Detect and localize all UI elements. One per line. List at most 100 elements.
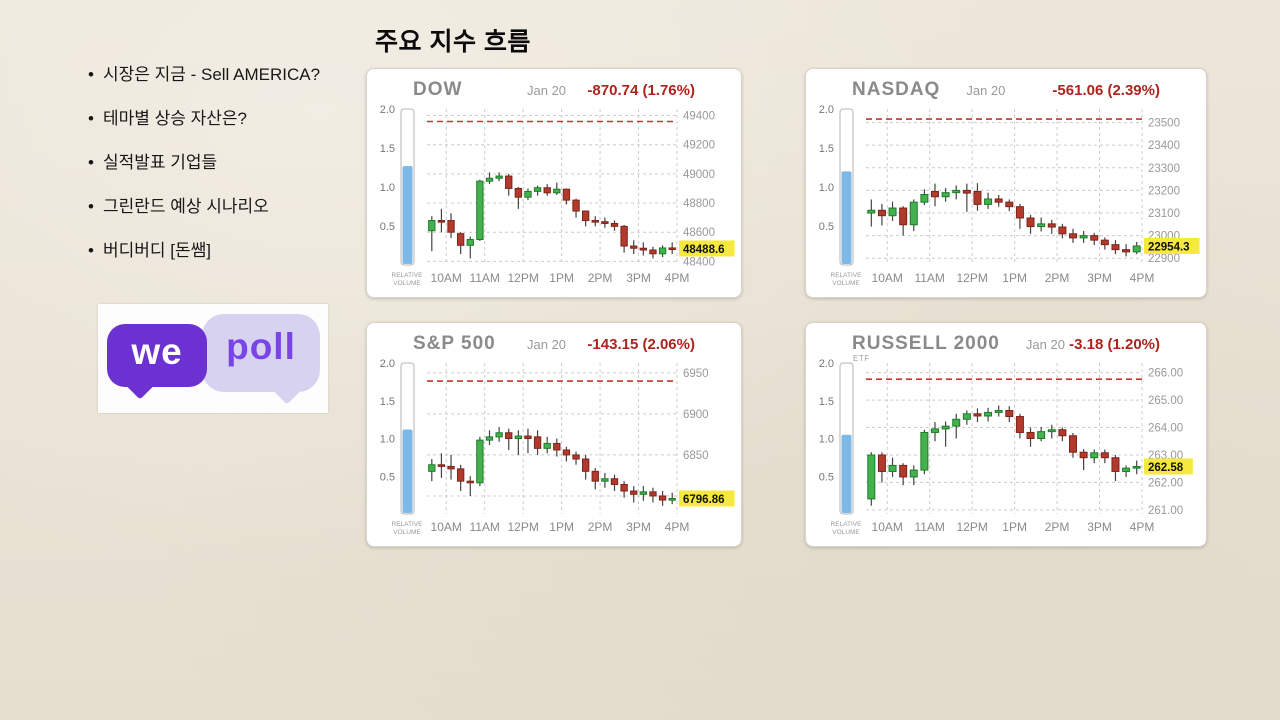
- svg-text:49400: 49400: [683, 111, 715, 123]
- svg-text:264.00: 264.00: [1148, 423, 1183, 435]
- svg-text:1PM: 1PM: [1002, 271, 1027, 285]
- svg-text:3PM: 3PM: [1087, 271, 1112, 285]
- svg-text:12PM: 12PM: [507, 520, 538, 534]
- svg-text:22954.3: 22954.3: [1148, 241, 1190, 253]
- index-title: S&P 500: [413, 333, 496, 354]
- svg-text:RELATIVE: RELATIVE: [392, 272, 424, 279]
- svg-text:1.0: 1.0: [380, 182, 395, 194]
- svg-text:RELATIVE: RELATIVE: [392, 521, 424, 528]
- chart-panel-russell2000: RUSSELL 2000 ETF Jan 20 -3.18 (1.20%) 26…: [805, 322, 1207, 547]
- speech-bubble-purple: we: [107, 324, 207, 400]
- svg-text:6950: 6950: [683, 368, 709, 380]
- change-value: -561.06 (2.39%): [1052, 82, 1160, 99]
- chart-panel-nasdaq: NASDAQ Jan 20 -561.06 (2.39%) 23500 23400…: [805, 68, 1207, 298]
- svg-text:11AM: 11AM: [469, 271, 499, 285]
- bullet-item: 시장은 지금 - Sell AMERICA?: [88, 60, 368, 84]
- logo-text-poll: poll: [226, 326, 296, 367]
- svg-text:48400: 48400: [683, 256, 715, 268]
- svg-text:1.5: 1.5: [819, 396, 834, 408]
- svg-text:262.00: 262.00: [1148, 477, 1183, 489]
- svg-text:11AM: 11AM: [914, 520, 944, 534]
- svg-text:0.5: 0.5: [380, 221, 395, 233]
- svg-text:3PM: 3PM: [626, 271, 651, 285]
- svg-text:49200: 49200: [683, 140, 715, 152]
- chart-date: Jan 20: [527, 337, 567, 352]
- svg-text:12PM: 12PM: [956, 520, 987, 534]
- svg-text:VOLUME: VOLUME: [832, 280, 860, 287]
- svg-text:12PM: 12PM: [956, 271, 987, 285]
- svg-text:11AM: 11AM: [914, 271, 944, 285]
- svg-text:VOLUME: VOLUME: [393, 529, 421, 536]
- change-value: -143.15 (2.06%): [587, 336, 695, 353]
- svg-text:6796.86: 6796.86: [683, 494, 725, 506]
- index-title: NASDAQ: [852, 79, 941, 100]
- candlestick-chart-russell2000: 266.00265.00264.00263.00262.00261.0010AM…: [819, 358, 1193, 536]
- svg-text:4PM: 4PM: [665, 520, 690, 534]
- svg-text:1.5: 1.5: [819, 143, 834, 155]
- svg-text:10AM: 10AM: [431, 520, 462, 534]
- svg-text:1.5: 1.5: [380, 396, 395, 408]
- svg-text:VOLUME: VOLUME: [832, 529, 860, 536]
- svg-text:23100: 23100: [1148, 208, 1180, 220]
- svg-text:48600: 48600: [683, 227, 715, 239]
- svg-text:3PM: 3PM: [626, 520, 651, 534]
- svg-text:1PM: 1PM: [549, 520, 574, 534]
- svg-text:23200: 23200: [1148, 185, 1180, 197]
- chart-date: Jan 20: [966, 83, 1006, 98]
- svg-text:RELATIVE: RELATIVE: [831, 521, 863, 528]
- svg-text:23500: 23500: [1148, 118, 1180, 130]
- chart-header: NASDAQ Jan 20 -561.06 (2.39%): [806, 79, 1206, 103]
- svg-text:4PM: 4PM: [1130, 271, 1155, 285]
- svg-text:12PM: 12PM: [507, 271, 538, 285]
- index-title: RUSSELL 2000: [852, 333, 1000, 354]
- svg-text:2PM: 2PM: [1045, 520, 1070, 534]
- svg-text:2.0: 2.0: [380, 358, 395, 370]
- svg-text:11AM: 11AM: [469, 520, 499, 534]
- svg-text:2.0: 2.0: [380, 104, 395, 116]
- svg-text:6900: 6900: [683, 409, 709, 421]
- chart-date: Jan 20: [1025, 337, 1065, 352]
- chart-header: RUSSELL 2000 ETF Jan 20 -3.18 (1.20%): [806, 333, 1206, 363]
- svg-text:1.5: 1.5: [380, 143, 395, 155]
- svg-text:1.0: 1.0: [380, 434, 395, 446]
- svg-text:4PM: 4PM: [665, 271, 690, 285]
- bullet-list: 시장은 지금 - Sell AMERICA? 테마별 상승 자산은? 실적발표 …: [88, 60, 368, 280]
- svg-text:1.0: 1.0: [819, 182, 834, 194]
- svg-text:49000: 49000: [683, 169, 715, 181]
- bullet-item: 버디버디 [돈쌤]: [88, 236, 368, 260]
- svg-text:VOLUME: VOLUME: [393, 280, 421, 287]
- svg-text:0.5: 0.5: [819, 221, 834, 233]
- change-value: -3.18 (1.20%): [1069, 336, 1160, 353]
- svg-text:RELATIVE: RELATIVE: [831, 272, 863, 279]
- svg-text:2.0: 2.0: [819, 358, 834, 370]
- svg-text:10AM: 10AM: [872, 271, 903, 285]
- candlestick-chart-dow: 49400 49200 49000 48800 48600 48400 10AM 11AM 12…: [380, 104, 735, 287]
- svg-text:48488.6: 48488.6: [683, 244, 725, 256]
- svg-text:48800: 48800: [683, 198, 715, 210]
- index-subtitle: ETF: [853, 354, 870, 363]
- chart-panel-dow: DOW Jan 20 -870.74 (1.76%) 49400 49200 490…: [366, 68, 742, 298]
- svg-text:1.0: 1.0: [819, 434, 834, 446]
- wepoll-logo: poll we: [98, 304, 328, 413]
- svg-text:23300: 23300: [1148, 163, 1180, 175]
- svg-text:10AM: 10AM: [872, 520, 903, 534]
- bubble-tail: [271, 373, 303, 405]
- svg-text:261.00: 261.00: [1148, 505, 1183, 517]
- chart-header: DOW Jan 20 -870.74 (1.76%): [367, 79, 741, 103]
- svg-text:23400: 23400: [1148, 140, 1180, 152]
- candlestick-chart-sp500: 6950 6900 6850 10AM 11AM 12PM 1PM 2PM 3PM 4PM 2.0 1…: [380, 358, 735, 536]
- svg-text:0.5: 0.5: [380, 471, 395, 483]
- svg-text:6850: 6850: [683, 450, 709, 462]
- change-value: -870.74 (1.76%): [587, 82, 695, 99]
- svg-text:10AM: 10AM: [431, 271, 462, 285]
- svg-text:2PM: 2PM: [588, 520, 613, 534]
- index-title: DOW: [413, 79, 463, 100]
- svg-text:22900: 22900: [1148, 253, 1180, 265]
- bullet-item: 테마별 상승 자산은?: [88, 104, 368, 128]
- svg-text:4PM: 4PM: [1130, 520, 1155, 534]
- svg-text:0.5: 0.5: [819, 471, 834, 483]
- svg-text:2.0: 2.0: [819, 104, 834, 116]
- svg-text:3PM: 3PM: [1087, 520, 1112, 534]
- page-title: 주요 지수 흐름: [375, 28, 531, 56]
